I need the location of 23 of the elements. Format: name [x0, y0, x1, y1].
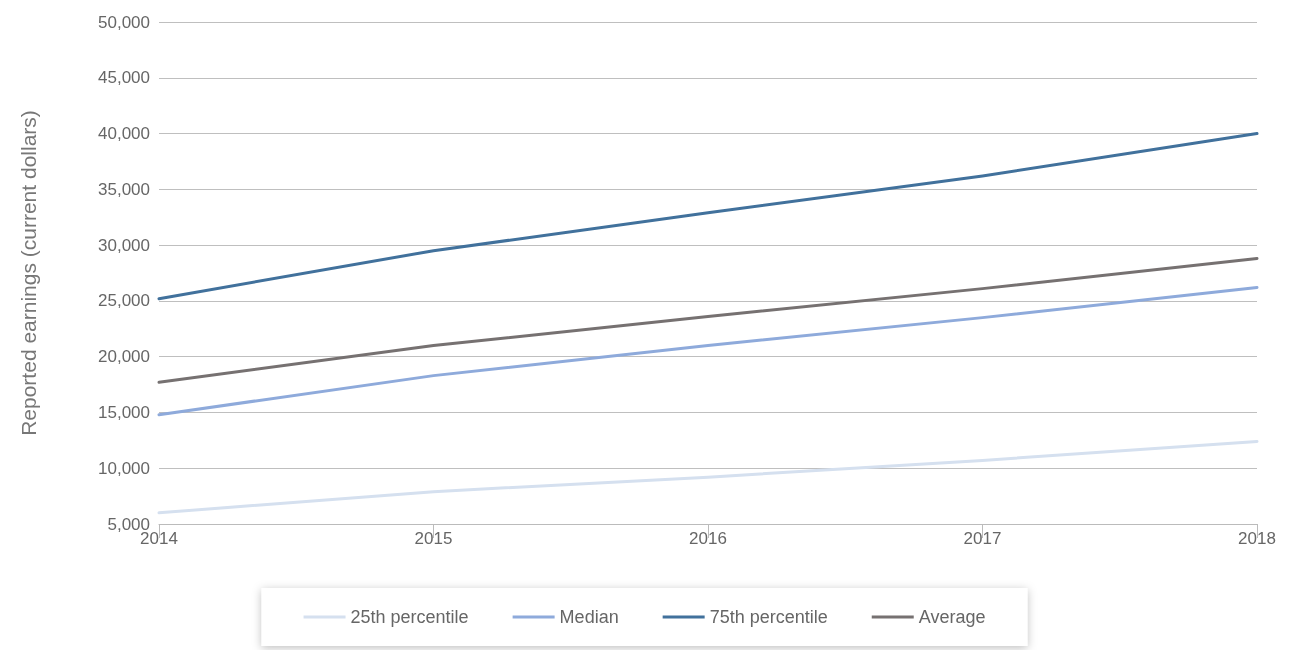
y-axis-title: Reported earnings (current dollars): [17, 110, 40, 436]
line-series: [157, 286, 1259, 417]
y-tick-label: 40,000: [98, 124, 150, 144]
y-tick-label: 35,000: [98, 179, 150, 199]
x-tick-label: 2016: [689, 529, 727, 548]
y-tick-label: 15,000: [98, 402, 150, 422]
line-series: [157, 439, 1259, 515]
legend-label: 75th percentile: [709, 607, 828, 627]
x-tick-label: 2018: [1238, 529, 1276, 548]
x-tick-label: 2017: [963, 529, 1002, 548]
legend-label: 25th percentile: [350, 607, 469, 627]
line-series: [157, 132, 1259, 301]
y-tick-label: 50,000: [98, 12, 150, 32]
x-tick-label: 2014: [140, 529, 178, 548]
y-tick-label: 45,000: [98, 68, 150, 88]
x-tick-label: 2015: [414, 529, 453, 548]
y-tick-label: 20,000: [98, 347, 150, 367]
legend-label: Average: [918, 607, 986, 627]
y-tick-label: 30,000: [98, 235, 150, 255]
line-series: [157, 257, 1259, 384]
y-tick-label: 10,000: [98, 458, 150, 478]
y-tick-label: 25,000: [98, 291, 150, 311]
legend-label: Median: [559, 607, 619, 627]
